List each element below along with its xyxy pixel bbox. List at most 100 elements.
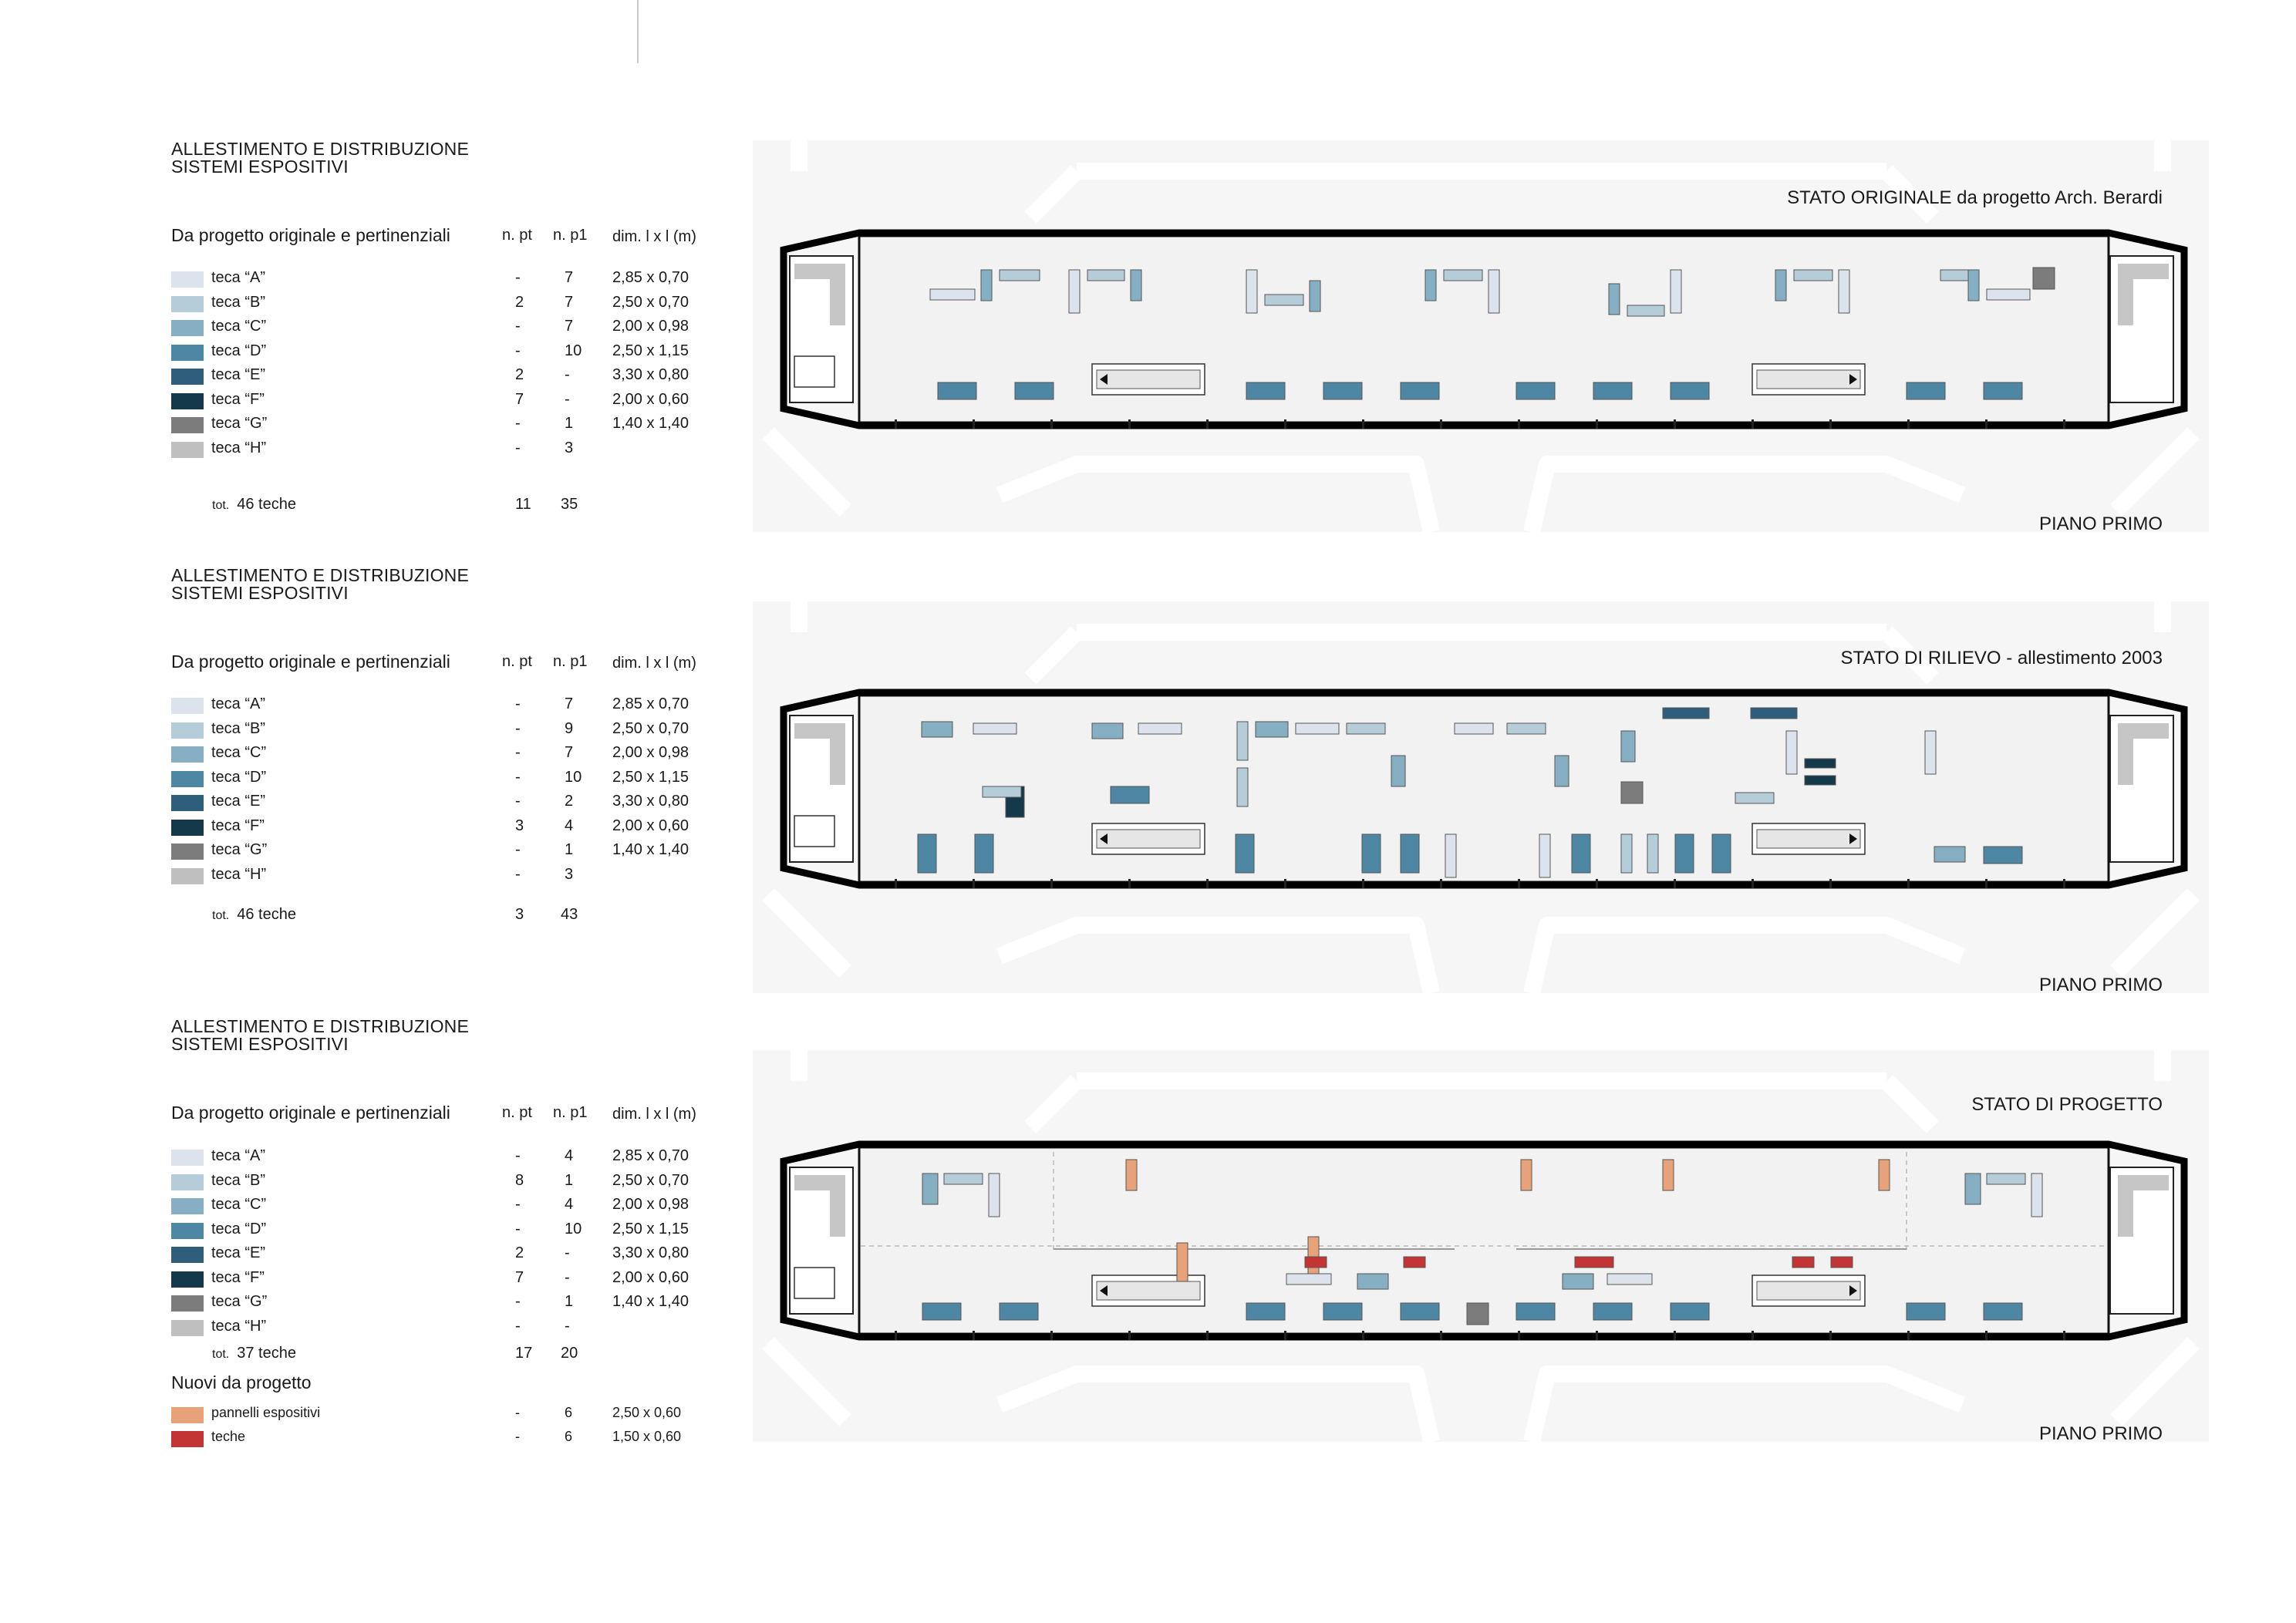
display-case <box>1235 833 1255 874</box>
bench-inner <box>1756 829 1861 849</box>
legend-row: teca “B” 2 7 2,50 x 0,70 <box>171 292 711 315</box>
arrow-icon <box>1849 1285 1857 1296</box>
display-case <box>1906 382 1946 400</box>
display-case <box>1986 1173 2026 1185</box>
column <box>1284 1331 1286 1340</box>
display-case <box>1130 269 1142 301</box>
column <box>1362 419 1364 429</box>
section-heading: ALLESTIMENTO E DISTRIBUZIONE SISTEMI ESP… <box>171 567 469 602</box>
legend-swatch <box>171 698 204 714</box>
column <box>1128 419 1131 429</box>
display-case <box>1246 382 1286 400</box>
display-case <box>1593 1302 1633 1321</box>
legend-dim: 2,85 x 0,70 <box>612 1147 689 1164</box>
display-case <box>1906 1302 1946 1321</box>
display-case <box>1967 269 1980 301</box>
legend-dim: 2,85 x 0,70 <box>612 269 689 286</box>
display-case <box>1670 382 1710 400</box>
display-case <box>1608 283 1620 315</box>
total-label: tot. 37 teche <box>212 1345 296 1362</box>
arrow-icon <box>1849 374 1857 385</box>
legend-dim: 2,50 x 0,70 <box>612 293 689 311</box>
column <box>1752 879 1754 888</box>
display-case <box>1607 1273 1653 1285</box>
display-case <box>917 833 937 874</box>
column <box>1674 419 1676 429</box>
right-stair <box>2118 264 2169 325</box>
heading-line1: ALLESTIMENTO E DISTRIBUZIONE <box>171 565 470 585</box>
display-case <box>1620 833 1633 874</box>
display-case <box>1286 1273 1332 1285</box>
display-case <box>1793 269 1833 281</box>
left-lift <box>794 355 835 388</box>
column <box>973 1331 975 1340</box>
display-case <box>1255 721 1289 738</box>
left-stair <box>794 264 845 325</box>
outer-wall <box>780 229 2188 429</box>
legend-np1: 7 <box>565 744 574 761</box>
subheading: Da progetto originale e pertinenziali <box>171 652 450 672</box>
column <box>1206 879 1209 888</box>
legend-np1: 1 <box>565 841 574 858</box>
divider-line <box>637 0 639 63</box>
total-npt: 3 <box>515 906 524 923</box>
legend-row: teca “B” 8 1 2,50 x 0,70 <box>171 1170 711 1194</box>
display-case <box>1236 721 1249 761</box>
display-case <box>937 382 977 400</box>
partition-line <box>861 1152 2107 1252</box>
floor-plan: STATO DI RILIEVO - allestimento 2003 PIA… <box>753 601 2209 995</box>
display-case <box>1488 269 1500 314</box>
legend-np1: 1 <box>565 1293 574 1310</box>
column <box>1518 879 1520 888</box>
legend-label: teca “A” <box>211 269 266 286</box>
legend-label: teca “C” <box>211 1196 267 1213</box>
legend-swatch <box>171 271 204 288</box>
arrow-icon <box>1849 833 1857 844</box>
col-dim: dim. l x l (m) <box>612 228 696 245</box>
legend-label: teca “A” <box>211 695 266 712</box>
column <box>1284 419 1286 429</box>
legend-swatch <box>171 722 204 739</box>
display-case <box>1924 730 1937 775</box>
legend-swatch <box>171 1222 204 1239</box>
right-stair <box>2118 1175 2169 1237</box>
legend-label: teca “E” <box>211 1244 266 1261</box>
legend-label: teca “C” <box>211 744 267 761</box>
legend-dim: 2,50 x 1,15 <box>612 768 689 786</box>
column <box>1985 879 1988 888</box>
display-case <box>1986 288 2031 301</box>
legend-label: teca “D” <box>211 768 267 786</box>
legend-np1: 9 <box>565 719 574 737</box>
display-case <box>1515 382 1556 400</box>
left-lift <box>794 815 835 847</box>
display-case <box>1014 382 1054 400</box>
display-case <box>1804 758 1836 769</box>
legend-dim: 2,50 x 0,70 <box>612 1171 689 1189</box>
floor-plan: STATO DI PROGETTO PIANO PRIMO <box>753 1050 2209 1444</box>
display-case <box>999 269 1040 281</box>
col-npt: n. pt <box>502 227 532 244</box>
legend-row: teca “D” -10 2,50 x 1,15 <box>171 341 711 364</box>
column <box>1440 419 1442 429</box>
legend-np1: 3 <box>565 865 574 883</box>
column <box>1829 879 1832 888</box>
column <box>1128 1331 1131 1340</box>
display-case <box>1176 1242 1188 1282</box>
legend-swatch <box>171 770 204 787</box>
display-case <box>1574 1256 1614 1268</box>
column <box>1440 1331 1442 1340</box>
legend-row: teca “H” -3 <box>171 864 711 887</box>
legend-np1: 1 <box>565 415 574 432</box>
total-np1: 43 <box>561 906 578 923</box>
legend-swatch <box>171 795 204 811</box>
new-legend-row: pannelli espositivi -6 2,50 x 0,60 <box>171 1403 711 1426</box>
legend-swatch <box>171 819 204 836</box>
display-case <box>1357 1273 1389 1290</box>
legend-dim: 2,00 x 0,98 <box>612 1196 689 1213</box>
legend-label: teca “E” <box>211 793 266 810</box>
legend-label: teca “B” <box>211 293 266 311</box>
display-case <box>2032 267 2055 290</box>
legend-dim: 2,00 x 0,60 <box>612 817 689 834</box>
display-case <box>1554 755 1569 787</box>
legend-swatch <box>171 867 204 884</box>
